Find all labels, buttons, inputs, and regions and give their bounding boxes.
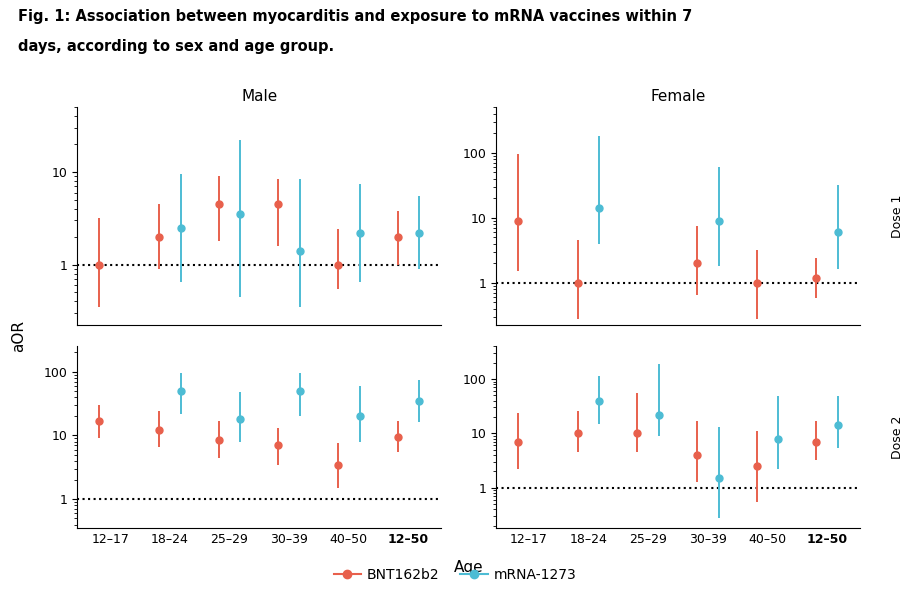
- Text: days, according to sex and age group.: days, according to sex and age group.: [18, 39, 334, 54]
- Text: Dose 1: Dose 1: [891, 195, 904, 238]
- Text: Dose 2: Dose 2: [891, 416, 904, 459]
- Title: Female: Female: [651, 88, 705, 103]
- Title: Male: Male: [241, 88, 278, 103]
- Legend: BNT162b2, mRNA-1273: BNT162b2, mRNA-1273: [328, 562, 582, 587]
- Text: Age: Age: [454, 559, 483, 575]
- Text: Fig. 1: Association between myocarditis and exposure to mRNA vaccines within 7: Fig. 1: Association between myocarditis …: [18, 9, 693, 24]
- Text: aOR: aOR: [11, 320, 25, 352]
